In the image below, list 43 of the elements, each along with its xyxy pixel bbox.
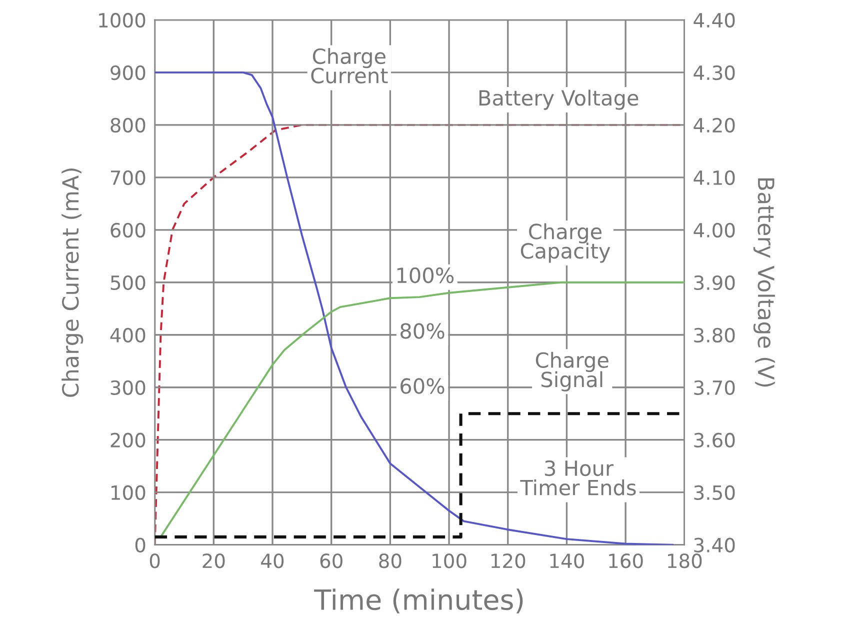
x-tick-label: 80 [379,554,402,568]
x-axis-title: Time (minutes) [314,588,523,614]
y-tick-label: 200 [110,432,146,448]
x-tick-label: 40 [261,554,284,568]
y2-tick-label: 3.50 [694,485,735,500]
y-tick-label: 600 [110,222,146,238]
y-tick-label: 0 [135,538,146,552]
annotation: Charge Signal [536,352,608,392]
annotation: Charge Capacity [520,223,610,263]
annotation: Battery Voltage [479,90,638,110]
x-tick-label: 20 [202,554,225,568]
y-tick-label: 100 [112,485,146,500]
x-tick-label: 60 [320,554,342,568]
annotation: Charge Current [311,48,388,84]
y-axis-title: Charge Current (mA) [62,168,84,397]
y-tick-label: 700 [110,170,146,186]
y2-tick-label: 3.90 [694,275,735,290]
x-tick-label: 0 [150,554,160,568]
y-tick-label: 800 [110,118,146,133]
x-tick-label: 140 [550,554,584,568]
y2-tick-label: 3.80 [694,328,735,343]
y-tick-label: 900 [110,65,146,80]
y2-axis-title: Battery Voltage (V) [753,178,775,387]
x-tick-label: 100 [432,554,466,568]
y2-tick-label: 3.40 [694,538,735,552]
y2-tick-label: 4.30 [694,65,735,80]
x-tick-label: 160 [609,554,643,568]
annotation: 3 Hour Timer Ends [520,460,636,496]
y2-tick-label: 4.10 [694,170,735,186]
x-tick-label: 180 [668,554,702,568]
y2-tick-label: 4.40 [694,12,735,28]
y-tick-label: 1000 [99,12,146,28]
y-tick-label: 300 [110,380,146,396]
y-tick-label: 500 [110,275,146,290]
x-tick-label: 120 [491,554,526,568]
y2-tick-label: 4.20 [694,118,735,133]
y2-tick-label: 3.70 [694,380,735,396]
annotation: 60% [400,378,444,394]
y2-tick-label: 4.00 [694,222,735,238]
y-tick-label: 400 [110,328,146,343]
annotation: 80% [400,323,444,339]
y2-tick-label: 3.60 [694,432,735,448]
annotation: 100% [397,267,454,284]
